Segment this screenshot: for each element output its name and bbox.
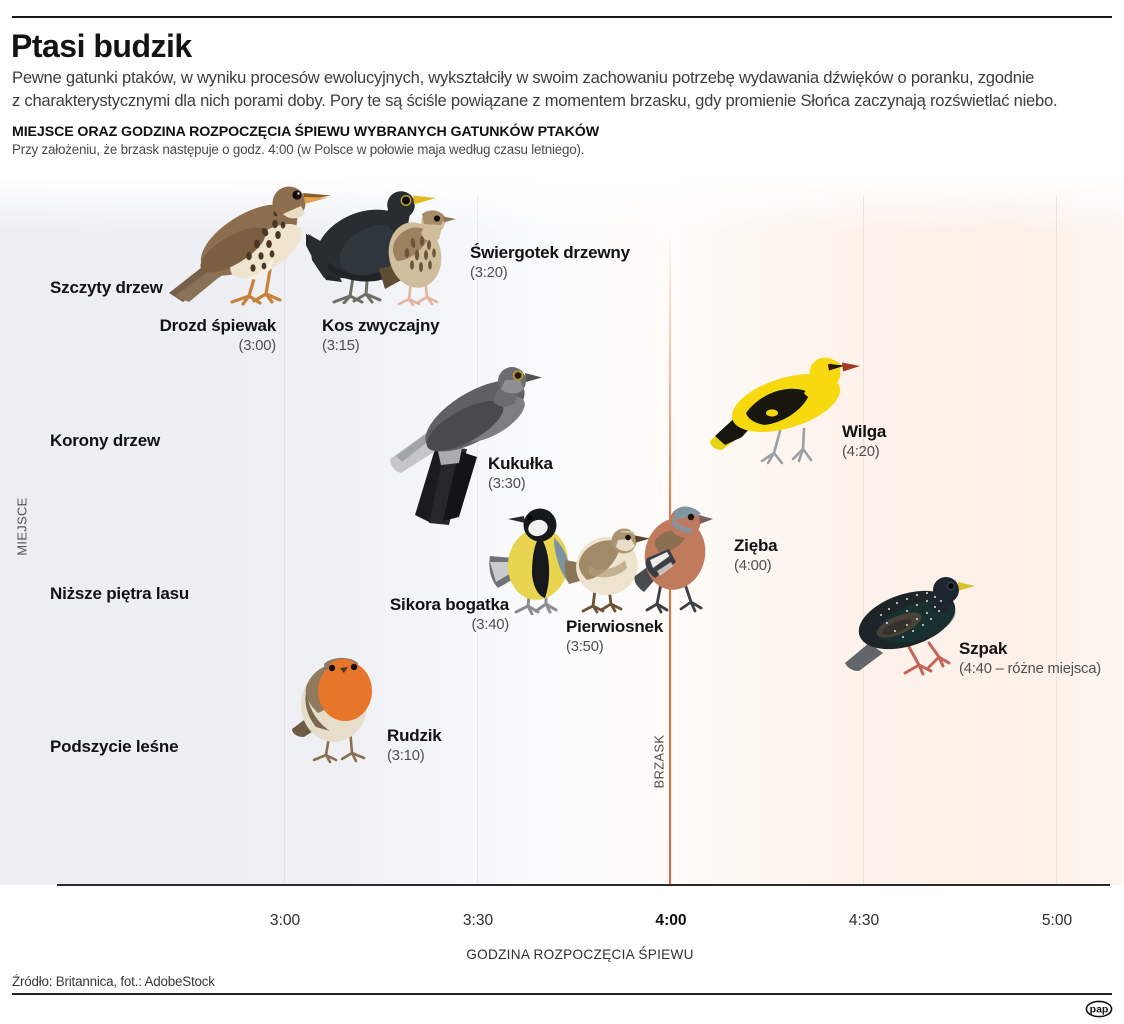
svg-text:pap: pap — [1090, 1004, 1109, 1016]
